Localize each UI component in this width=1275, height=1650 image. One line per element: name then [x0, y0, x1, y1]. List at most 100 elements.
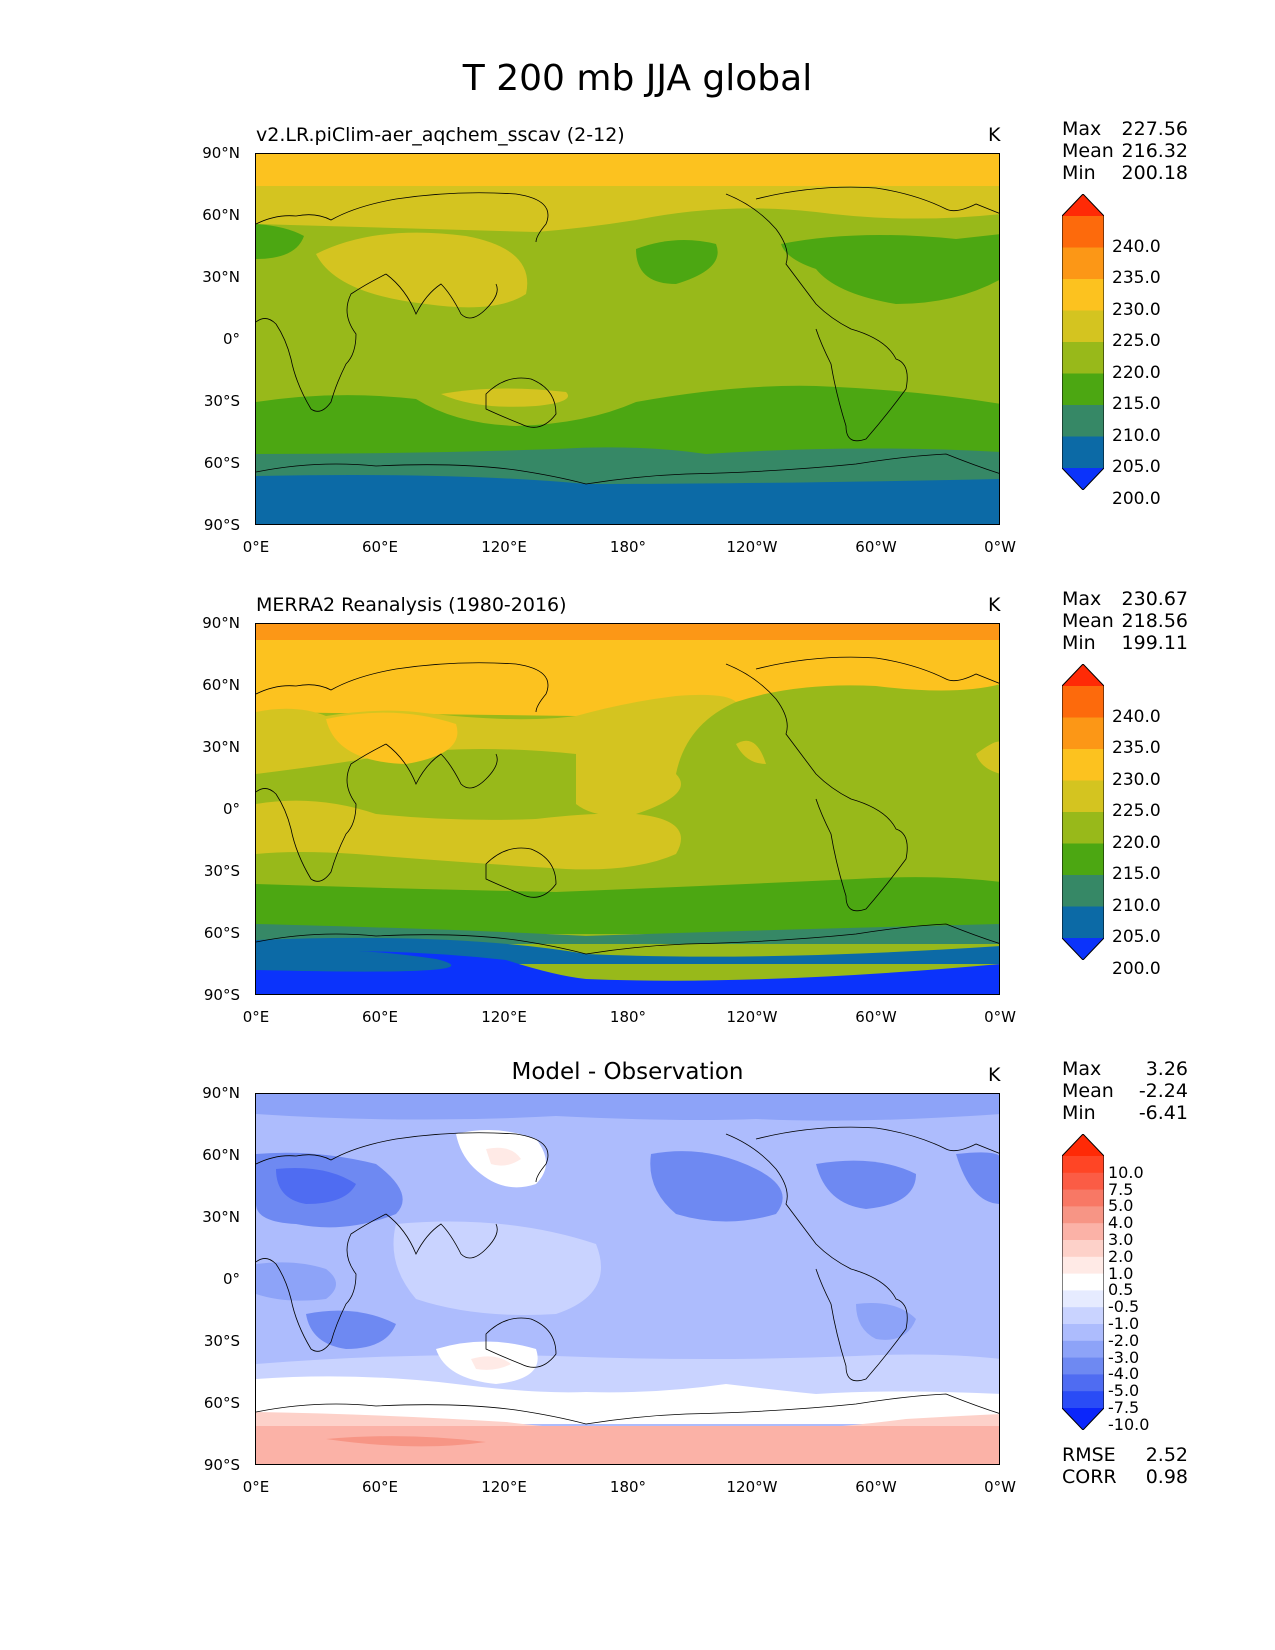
- colorbar-tick-label: 235.0: [1112, 268, 1161, 288]
- colorbar-tick-label: 230.0: [1112, 299, 1161, 320]
- lon-tick: 60°E: [361, 1478, 399, 1496]
- lat-tick: 0°: [222, 330, 240, 348]
- colorbar-tick-label: 3.0: [1108, 1230, 1134, 1249]
- colorbar-segment: [1062, 1307, 1104, 1325]
- colorbar-tick-label: 215.0: [1112, 394, 1161, 414]
- colorbar-tick-label: 240.0: [1112, 706, 1161, 727]
- lat-tick: 90°S: [203, 986, 240, 1004]
- lon-tick: 120°W: [726, 1478, 778, 1496]
- panel-1-units: K: [988, 124, 1001, 146]
- lon-tick: 180°: [609, 538, 647, 556]
- lon-tick: 120°E: [481, 1008, 527, 1026]
- coastlines: [256, 186, 999, 485]
- colorbar-extend-max: [1062, 194, 1104, 216]
- lon-tick: 60°W: [855, 538, 897, 556]
- colorbar-segment: [1062, 1374, 1104, 1392]
- lat-tick: 30°N: [202, 1208, 240, 1226]
- mean-value: 218.56: [1121, 610, 1188, 632]
- colorbar-segment: [1062, 247, 1104, 280]
- lat-tick: 60°S: [203, 454, 240, 472]
- colorbar-segment: [1062, 279, 1104, 311]
- colorbar-tick-label: 215.0: [1112, 864, 1161, 884]
- colorbar-tick-label: 220.0: [1112, 362, 1161, 383]
- panel-2-title: MERRA2 Reanalysis (1980-2016): [256, 594, 567, 616]
- panel-2-colorbar: 240.0 235.0 230.0 225.0 220.0 215.0 210.0 205.0…: [1061, 663, 1161, 979]
- panel-3-map: [255, 1093, 1000, 1465]
- colorbar-svg: [1061, 193, 1105, 491]
- max-label: Max: [1062, 588, 1102, 610]
- colorbar-tick-label: 220.0: [1112, 832, 1161, 853]
- colorbar-segment: [1062, 310, 1104, 343]
- lat-tick: 60°N: [202, 206, 240, 224]
- colorbar-tick-label: -10.0: [1108, 1414, 1150, 1434]
- lon-tick: 120°E: [481, 538, 527, 556]
- colorbar-tick-label: 5.0: [1108, 1196, 1134, 1216]
- rmse-label: RMSE: [1062, 1444, 1116, 1466]
- colorbar-tick-label: 7.5: [1108, 1179, 1134, 1199]
- lat-tick: 90°N: [202, 144, 240, 162]
- lon-tick: 0°E: [242, 1478, 270, 1496]
- lat-tick: 90°S: [203, 516, 240, 534]
- lon-tick: 60°W: [855, 1008, 897, 1026]
- colorbar-tick-label: -5.0: [1108, 1381, 1140, 1401]
- mean-value: -2.24: [1138, 1080, 1188, 1102]
- colorbar-segment: [1062, 1391, 1104, 1409]
- colorbar-segment: [1062, 1223, 1104, 1241]
- mean-label: Mean: [1062, 140, 1114, 162]
- lat-tick: 30°S: [203, 1332, 240, 1350]
- lon-tick: 0°W: [984, 538, 1016, 556]
- colorbar-tick-label: 10.0: [1108, 1162, 1144, 1182]
- panel-1-stats: Max 227.56 Mean 216.32 Min 200.18: [1062, 118, 1188, 184]
- lon-tick: 0°W: [984, 1008, 1016, 1026]
- lat-tick: 0°: [222, 800, 240, 818]
- colorbar-segment: [1062, 717, 1104, 750]
- min-value: 200.18: [1121, 162, 1188, 184]
- colorbar-tick-label: -7.5: [1108, 1398, 1140, 1417]
- colorbar-segment: [1062, 1273, 1104, 1291]
- min-label: Min: [1062, 1102, 1096, 1124]
- colorbar-tick-label: 225.0: [1112, 331, 1161, 351]
- colorbar-segment: [1062, 436, 1104, 469]
- panel-3-stats: Max 3.26 Mean -2.24 Min -6.41: [1062, 1058, 1188, 1124]
- figure-title: T 200 mb JJA global: [462, 58, 813, 99]
- colorbar-segment: [1062, 1189, 1104, 1207]
- colorbar-segment: [1062, 1156, 1104, 1174]
- colorbar-tick-label: 235.0: [1112, 738, 1161, 758]
- colorbar-segment: [1062, 1256, 1104, 1275]
- colorbar-segment: [1062, 749, 1104, 781]
- panel-2-stats: Max 230.67 Mean 218.56 Min 199.11: [1062, 588, 1188, 654]
- colorbar-tick-label: 205.0: [1112, 927, 1161, 947]
- lat-tick: 30°S: [203, 862, 240, 880]
- colorbar-segment: [1062, 812, 1104, 844]
- colorbar-svg: [1061, 663, 1105, 961]
- colorbar-segment: [1062, 1357, 1104, 1375]
- colorbar-segment: [1062, 405, 1104, 437]
- colorbar-tick-label: 200.0: [1112, 488, 1161, 509]
- panel-2-units: K: [988, 594, 1001, 616]
- panel-3-units: K: [988, 1064, 1001, 1086]
- panel-1-title: v2.LR.piClim-aer_aqchem_sscav (2-12): [256, 124, 625, 146]
- colorbar-extend-max: [1062, 664, 1104, 686]
- colorbar-segment: [1062, 342, 1104, 374]
- min-value: -6.41: [1138, 1102, 1188, 1124]
- lon-tick: 180°: [609, 1008, 647, 1026]
- max-value: 230.67: [1121, 588, 1188, 610]
- corr-value: 0.98: [1145, 1466, 1188, 1488]
- colorbar-tick-label: 0.5: [1108, 1280, 1134, 1300]
- panel-3-metrics: RMSE 2.52 CORR 0.98: [1062, 1444, 1188, 1488]
- colorbar-segment: [1062, 686, 1104, 718]
- colorbar-extend-min: [1062, 1408, 1104, 1430]
- panel-2-map: [255, 623, 1000, 995]
- max-value: 227.56: [1121, 118, 1188, 140]
- lon-tick: 0°W: [984, 1478, 1016, 1496]
- colorbar-tick-label: 225.0: [1112, 801, 1161, 821]
- lat-tick: 0°: [222, 1270, 240, 1288]
- colorbar-segment: [1062, 1172, 1104, 1191]
- colorbar-tick-label: 210.0: [1112, 425, 1161, 446]
- colorbar-tick-label: 1.0: [1108, 1263, 1134, 1283]
- colorbar-segment: [1062, 843, 1104, 876]
- colorbar-segment: [1062, 216, 1104, 248]
- lat-tick: 90°N: [202, 614, 240, 632]
- lat-tick: 60°S: [203, 1394, 240, 1412]
- coastlines: [256, 1126, 999, 1425]
